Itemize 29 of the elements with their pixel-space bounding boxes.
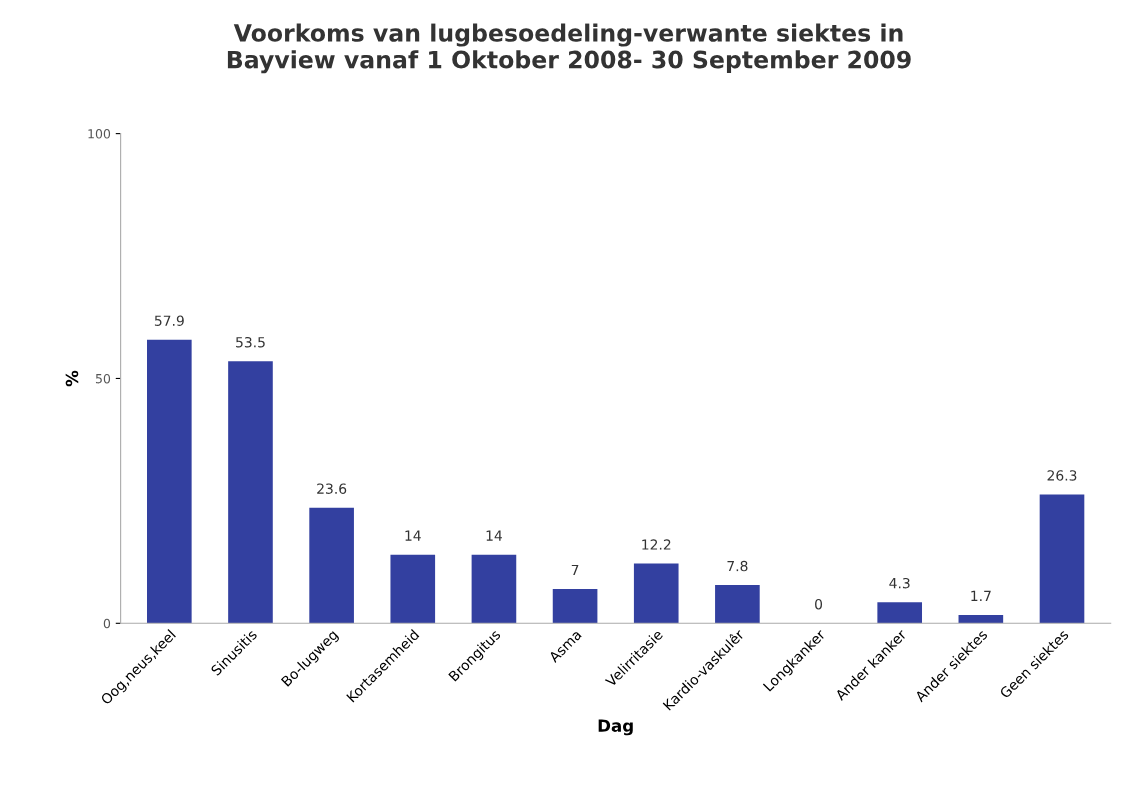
data-label: 26.3 bbox=[1047, 470, 1077, 481]
data-label: 1.7 bbox=[971, 590, 991, 601]
bar bbox=[390, 554, 436, 624]
y-axis-title: % bbox=[65, 370, 79, 387]
data-label: 4.3 bbox=[889, 577, 910, 589]
data-label: 12.2 bbox=[642, 539, 671, 550]
bar bbox=[309, 507, 354, 624]
data-label: 23.6 bbox=[317, 483, 347, 494]
y-tick-label: 0 bbox=[103, 618, 111, 629]
data-label: 14 bbox=[486, 530, 502, 541]
bar bbox=[552, 589, 598, 624]
bar bbox=[471, 554, 517, 624]
bar bbox=[877, 602, 923, 624]
chart-title: Voorkoms van lugbesoedeling-verwante siektes in Bayview vanaf 1 Oktober 2008- 30 September 2009 bbox=[227, 23, 911, 74]
bar bbox=[958, 614, 1004, 624]
y-tick-label: 100 bbox=[88, 129, 111, 139]
bar bbox=[715, 585, 760, 624]
y-tick-label: 50 bbox=[95, 373, 111, 384]
data-label: 14 bbox=[405, 530, 421, 541]
data-label: 7 bbox=[571, 564, 579, 576]
bar bbox=[147, 339, 192, 624]
bar bbox=[633, 563, 679, 624]
bar bbox=[1039, 494, 1085, 624]
bar bbox=[228, 361, 273, 624]
data-label: 57.9 bbox=[154, 315, 184, 326]
x-axis-title: Dag bbox=[598, 719, 633, 736]
data-label: 0 bbox=[815, 598, 823, 610]
data-label: 53.5 bbox=[236, 337, 265, 348]
data-label: 7.8 bbox=[727, 560, 748, 572]
